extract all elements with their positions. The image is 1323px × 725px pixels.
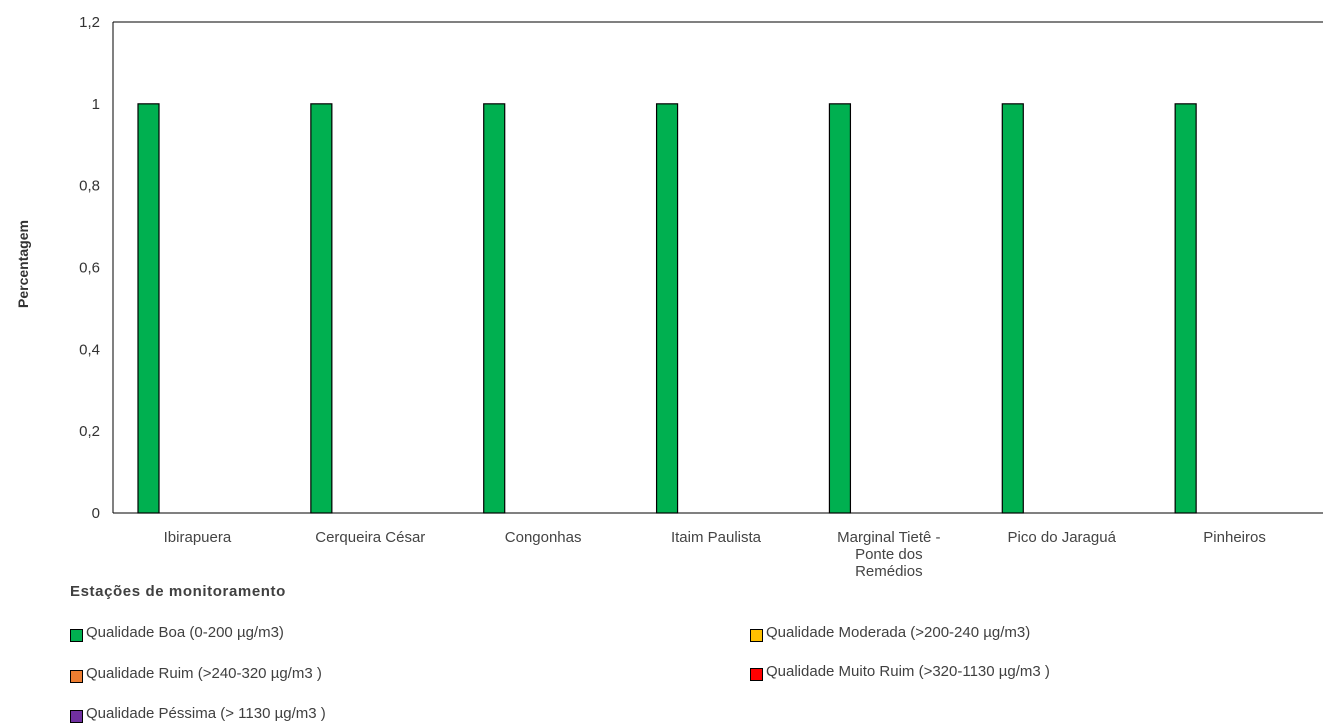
bar-1-7 — [1174, 103, 1197, 514]
legend-item-ruim: Qualidade Ruim (>240-320 µg/m3 ) — [70, 666, 470, 683]
x-tick-label: Ibirapuera — [164, 529, 232, 546]
legend-item-boa: Qualidade Boa (0-200 µg/m3) — [70, 625, 430, 642]
legend-item-muito-ruim: Qualidade Muito Ruim (>320-1130 µg/m3 ) — [750, 664, 1220, 681]
y-axis-title: Percentagem — [15, 220, 31, 308]
bar-chart: 0 0,2 0,4 0,6 0,8 1 1,2 Ibirapuera Cerqueira Cé… — [15, 14, 1323, 580]
legend-swatch-muito-ruim — [750, 668, 763, 681]
bars — [137, 103, 1197, 514]
bar-1-4 — [655, 103, 679, 514]
plot-frame — [112, 21, 1323, 514]
x-axis: Ibirapuera Cerqueira César Congonhas Itaim … — [164, 529, 1266, 580]
x-tick-label: Congonhas — [505, 529, 582, 546]
y-tick-label: 1,2 — [79, 14, 100, 31]
bar-1-1 — [137, 103, 160, 514]
x-axis-title: Estações de monitoramento — [70, 583, 286, 600]
legend-item-moderada: Qualidade Moderada (>200-240 µg/m3) — [750, 625, 1080, 642]
y-axis: 0 0,2 0,4 0,6 0,8 1 1,2 — [79, 14, 100, 522]
legend-label-muito-ruim: Qualidade Muito Ruim (>320-1130 µg/m3 ) — [766, 663, 1050, 680]
bar-1-6 — [1001, 103, 1024, 514]
y-tick-label: 0 — [92, 505, 100, 522]
bar-1-2 — [310, 103, 333, 514]
x-tick-label: Cerqueira César — [315, 529, 425, 546]
legend-label-moderada: Qualidade Moderada (>200-240 µg/m3) — [766, 624, 1031, 641]
y-tick-label: 0,6 — [79, 260, 100, 277]
bar-1-3 — [483, 103, 506, 514]
legend-swatch-pessima — [70, 710, 83, 723]
x-tick-label: Marginal Tietê -Ponte dos Remédios — [837, 529, 940, 580]
x-tick-label: Itaim Paulista — [671, 529, 762, 546]
legend-label-pessima: Qualidade Péssima (> 1130 µg/m3 ) — [86, 705, 326, 722]
y-tick-label: 0,2 — [79, 423, 100, 440]
legend-item-pessima: Qualidade Péssima (> 1130 µg/m3 ) — [70, 706, 470, 723]
x-tick-label: Pinheiros — [1203, 529, 1266, 546]
y-tick-label: 0,4 — [79, 341, 100, 358]
bar-1-5 — [828, 103, 852, 514]
legend-swatch-boa — [70, 629, 83, 642]
y-tick-label: 1 — [92, 96, 100, 113]
legend-swatch-moderada — [750, 629, 763, 642]
legend-label-ruim: Qualidade Ruim (>240-320 µg/m3 ) — [86, 665, 322, 682]
y-tick-label: 0,8 — [79, 178, 100, 195]
legend-swatch-ruim — [70, 670, 83, 683]
x-tick-label: Pico do Jaraguá — [1008, 529, 1117, 546]
legend-label-boa: Qualidade Boa (0-200 µg/m3) — [86, 624, 284, 641]
